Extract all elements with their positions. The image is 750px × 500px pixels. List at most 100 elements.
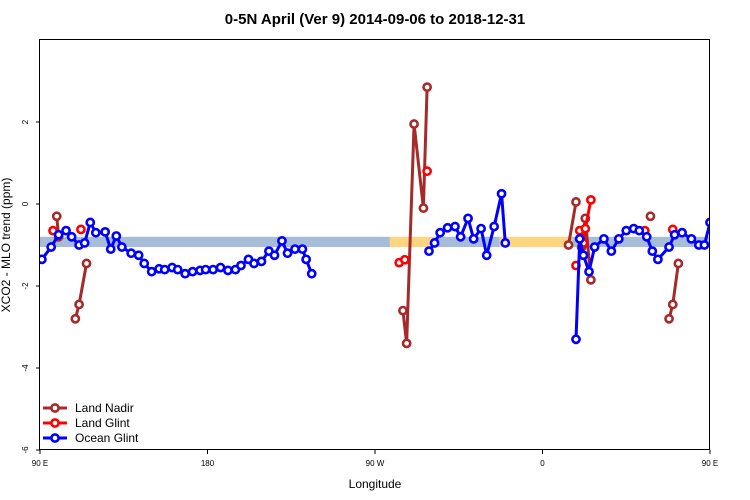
land-nadir-point xyxy=(563,240,574,250)
y-tick-label: -4 xyxy=(21,364,30,372)
ocean-glint-point xyxy=(40,254,47,265)
ocean-glint-point xyxy=(641,231,652,242)
band-segment-2 xyxy=(434,236,500,248)
ocean-glint-point xyxy=(277,235,287,246)
ocean-glint-point xyxy=(133,250,144,261)
ocean-glint-point xyxy=(187,266,198,277)
ocean-glint-point xyxy=(111,231,122,241)
ocean-glint-point xyxy=(116,242,127,252)
y-tick-label: -2 xyxy=(21,282,30,290)
y-tick-label: 2 xyxy=(21,119,30,124)
ocean-glint-point xyxy=(463,213,473,224)
ocean-glint-point xyxy=(139,258,150,269)
land-nadir-point xyxy=(81,258,92,269)
band-segment-4 xyxy=(572,236,710,248)
land-nadir-line xyxy=(667,263,680,320)
ocean-glint-point xyxy=(236,260,246,271)
land-glint-point xyxy=(76,224,86,235)
ocean-glint-point xyxy=(79,238,90,248)
ocean-glint-point xyxy=(424,246,434,257)
legend-swatch-marker xyxy=(50,403,60,413)
ocean-glint-point xyxy=(215,262,226,273)
ocean-glint-point xyxy=(599,233,609,244)
x-tick-label: 90 E xyxy=(32,459,48,468)
reference-band xyxy=(40,236,710,248)
land-nadir-point xyxy=(422,82,433,93)
plot-frame xyxy=(39,39,710,450)
ocean-glint-point xyxy=(208,264,218,275)
series-land-nadir xyxy=(51,82,684,349)
ocean-glint-point xyxy=(664,242,674,252)
ocean-glint-point xyxy=(306,268,317,279)
land-nadir-point xyxy=(398,305,408,316)
ocean-glint-point xyxy=(301,254,312,265)
ocean-glint-point xyxy=(686,233,697,244)
ocean-glint-point xyxy=(571,334,581,345)
y-tick-label: -6 xyxy=(21,446,30,454)
ocean-glint-point xyxy=(180,268,191,279)
ocean-glint-point xyxy=(500,238,511,248)
y-axis-label: XCO2 - MLO trend (ppm) xyxy=(0,178,13,313)
ocean-glint-point xyxy=(669,229,680,240)
legend-item-land-nadir: Land Nadir xyxy=(43,401,134,415)
ocean-glint-point xyxy=(256,256,267,267)
ocean-glint-point xyxy=(223,265,233,276)
ocean-glint-point xyxy=(712,229,719,236)
ocean-glint-point xyxy=(455,231,466,242)
legend-item-land-glint: Land Glint xyxy=(43,416,130,430)
chart-title: 0-5N April (Ver 9) 2014-09-06 to 2018-12… xyxy=(225,11,525,28)
ocean-glint-point xyxy=(740,243,747,250)
ocean-glint-point xyxy=(699,240,710,250)
legend-label: Land Nadir xyxy=(75,401,134,415)
ocean-glint-point xyxy=(634,225,645,236)
land-glint-point xyxy=(580,223,591,234)
ocean-glint-point xyxy=(578,250,589,261)
ocean-glint-point xyxy=(496,188,507,199)
ocean-glint-point xyxy=(677,227,687,238)
ocean-glint-point xyxy=(61,225,71,236)
y-tick-label: 0 xyxy=(21,201,30,206)
ocean-glint-point xyxy=(489,221,500,232)
x-tick-label: 0 xyxy=(540,459,545,468)
legend-item-ocean-glint: Ocean Glint xyxy=(43,431,139,445)
ocean-glint-point xyxy=(621,225,632,236)
legend-label: Ocean Glint xyxy=(75,431,139,445)
land-nadir-line xyxy=(73,263,89,320)
legend-label: Land Glint xyxy=(75,416,130,430)
land-glint-point xyxy=(585,194,596,205)
x-axis-label: Longitude xyxy=(349,477,402,491)
ocean-glint-point xyxy=(172,264,183,275)
ocean-glint-point xyxy=(46,242,57,252)
land-nadir-point xyxy=(51,211,62,222)
land-glint-point xyxy=(399,254,410,265)
land-nadir-point xyxy=(667,299,678,310)
y-axis: -6 -4 -2 0 2 xyxy=(21,119,40,454)
ocean-glint-point xyxy=(126,248,137,259)
ocean-glint-point xyxy=(606,246,617,257)
ocean-glint-point xyxy=(282,248,293,259)
land-nadir-point xyxy=(645,211,656,222)
land-nadir-point xyxy=(401,338,412,349)
land-nadir-point xyxy=(585,274,596,285)
ocean-glint-point xyxy=(647,246,658,257)
x-tick-label: 180 xyxy=(201,459,215,468)
land-nadir-point xyxy=(409,119,419,129)
ocean-glint-point xyxy=(450,221,460,232)
ocean-glint-point xyxy=(574,233,585,244)
land-nadir-line xyxy=(567,201,578,246)
ocean-glint-point xyxy=(734,231,741,238)
band-segment-1 xyxy=(389,236,435,248)
land-nadir-point xyxy=(418,203,429,213)
x-tick-label: 90 E xyxy=(702,459,718,468)
band-segment-0 xyxy=(40,236,390,248)
land-nadir-point xyxy=(673,258,684,269)
land-nadir-point xyxy=(74,299,84,310)
ocean-glint-point xyxy=(481,250,492,261)
ocean-glint-point xyxy=(435,227,446,238)
ocean-glint-point xyxy=(290,244,300,254)
ocean-glint-point xyxy=(584,266,594,277)
ocean-glint-point xyxy=(589,242,600,252)
ocean-glint-point xyxy=(468,233,479,244)
